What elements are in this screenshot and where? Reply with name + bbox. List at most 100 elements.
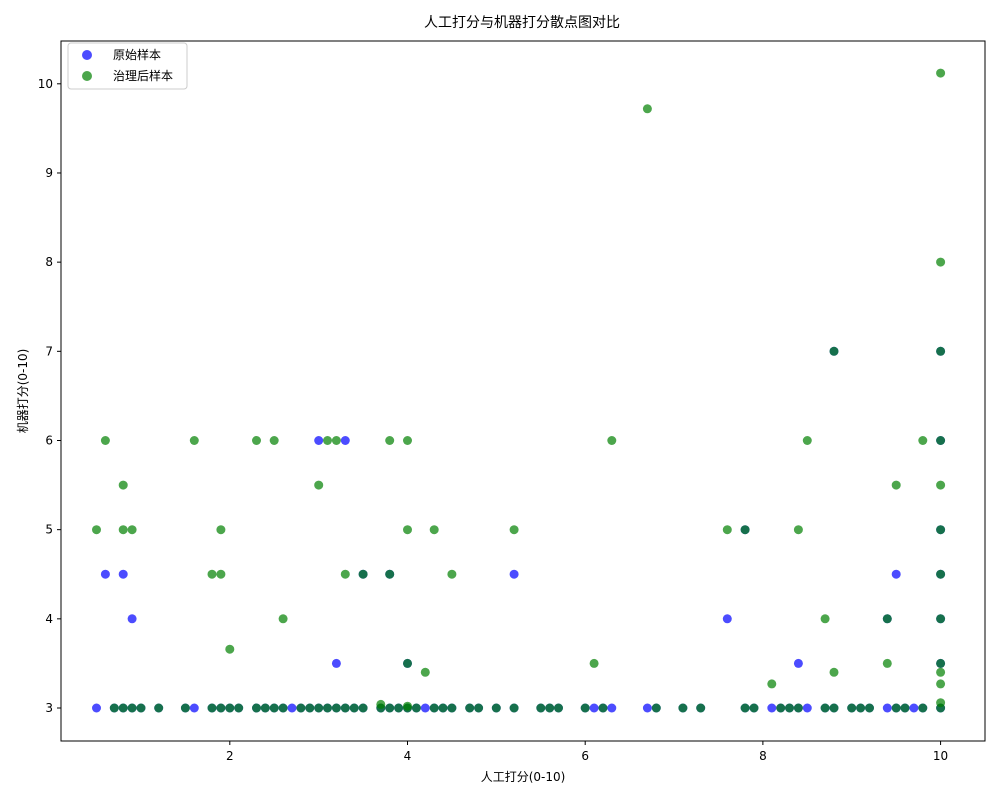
data-point xyxy=(465,703,475,713)
data-point xyxy=(420,703,430,713)
data-point xyxy=(207,569,217,579)
data-point xyxy=(438,703,448,713)
y-axis-label: 机器打分(0-10) xyxy=(16,349,30,434)
data-point xyxy=(358,703,368,713)
x-tick-label: 2 xyxy=(226,749,234,763)
data-point xyxy=(740,525,750,535)
data-point xyxy=(403,525,412,535)
data-point xyxy=(856,703,866,713)
data-point xyxy=(394,703,404,713)
y-tick-label: 8 xyxy=(45,255,53,269)
data-point xyxy=(474,703,484,713)
data-point xyxy=(323,436,332,445)
data-point xyxy=(429,703,439,713)
y-tick-label: 10 xyxy=(38,77,53,91)
data-point xyxy=(580,703,590,713)
y-tick-label: 9 xyxy=(45,166,53,180)
data-point xyxy=(678,703,688,713)
data-point xyxy=(260,703,270,713)
data-point xyxy=(820,703,830,713)
data-point xyxy=(909,703,919,713)
data-point xyxy=(447,703,457,713)
data-point xyxy=(252,703,261,713)
data-point xyxy=(802,436,812,445)
legend-marker-governed xyxy=(82,71,92,81)
data-point xyxy=(749,703,759,713)
data-point xyxy=(793,658,803,668)
data-point xyxy=(127,525,137,535)
data-point xyxy=(216,569,226,579)
y-tick-label: 7 xyxy=(45,344,53,358)
data-point xyxy=(936,703,946,713)
data-point xyxy=(722,525,732,535)
data-point xyxy=(314,480,324,490)
data-point xyxy=(891,480,901,490)
data-point xyxy=(109,703,119,713)
data-point xyxy=(936,658,946,668)
data-point xyxy=(118,569,128,579)
data-point xyxy=(100,569,110,579)
data-point xyxy=(936,68,946,78)
data-point xyxy=(331,658,341,668)
data-point xyxy=(829,703,839,713)
data-point xyxy=(891,569,901,579)
data-point xyxy=(100,436,110,445)
data-point xyxy=(882,614,892,624)
data-point xyxy=(722,614,732,624)
data-point xyxy=(225,703,235,713)
legend-marker-original xyxy=(82,50,92,60)
legend-label-original: 原始样本 xyxy=(113,47,161,62)
data-point xyxy=(767,703,777,713)
data-point xyxy=(403,658,412,668)
data-point xyxy=(305,703,315,713)
legend-label-governed: 治理后样本 xyxy=(113,68,173,83)
data-point xyxy=(314,703,324,713)
data-point xyxy=(918,703,928,713)
data-point xyxy=(882,703,892,713)
data-point xyxy=(589,658,599,668)
data-point xyxy=(509,703,519,713)
data-point xyxy=(216,703,226,713)
data-point xyxy=(491,703,501,713)
legend-box xyxy=(67,42,188,90)
data-point xyxy=(607,436,617,445)
data-point xyxy=(554,703,563,713)
x-tick-label: 6 xyxy=(581,749,589,763)
data-point xyxy=(429,525,439,535)
y-tick-label: 4 xyxy=(45,612,53,626)
legend: 原始样本 治理后样本 xyxy=(67,42,188,90)
data-point xyxy=(793,703,803,713)
x-tick-label: 8 xyxy=(759,749,767,763)
data-point xyxy=(92,525,101,535)
data-point xyxy=(776,703,786,713)
data-point xyxy=(936,436,946,445)
data-point xyxy=(180,703,190,713)
data-point xyxy=(642,703,652,713)
data-point xyxy=(349,703,359,713)
data-point xyxy=(598,703,608,713)
data-point xyxy=(767,679,777,689)
data-point xyxy=(936,346,946,356)
data-point xyxy=(509,569,519,579)
data-point xyxy=(882,658,892,668)
data-point xyxy=(269,703,279,713)
x-tick-label: 4 xyxy=(404,749,412,763)
data-point xyxy=(651,703,661,713)
data-point xyxy=(323,703,332,713)
data-point xyxy=(385,436,395,445)
data-point xyxy=(891,703,901,713)
data-point xyxy=(127,614,137,624)
data-point xyxy=(936,679,946,689)
data-point xyxy=(92,703,101,713)
data-point xyxy=(589,703,599,713)
data-point xyxy=(936,667,946,677)
data-point xyxy=(287,703,297,713)
data-point xyxy=(189,436,199,445)
data-point xyxy=(420,667,430,677)
data-point xyxy=(447,569,457,579)
data-point xyxy=(847,703,857,713)
plot-area-frame xyxy=(60,40,986,742)
data-point xyxy=(340,569,350,579)
data-point xyxy=(785,703,794,713)
